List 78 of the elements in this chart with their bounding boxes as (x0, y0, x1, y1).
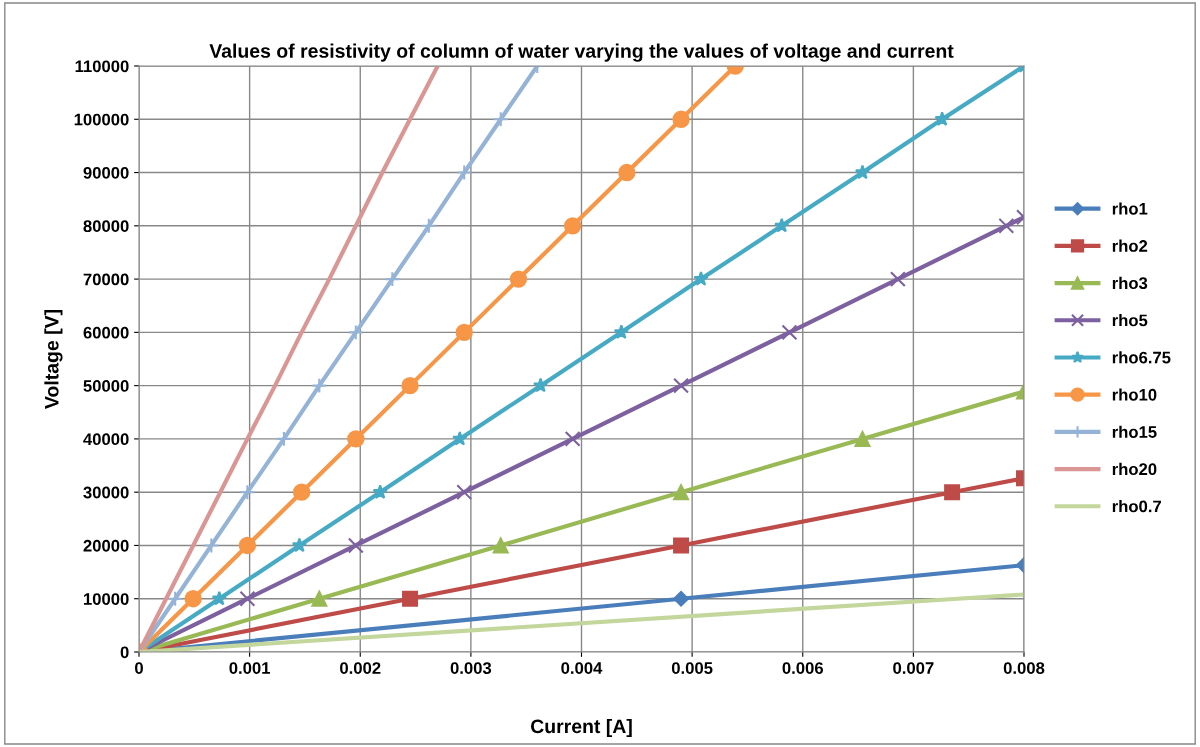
y-tick-label: 100000 (74, 113, 129, 126)
point (563, 217, 582, 235)
point (311, 377, 328, 394)
point (854, 164, 871, 180)
point (693, 271, 709, 286)
point (456, 164, 473, 181)
point (275, 430, 292, 447)
point (291, 537, 308, 553)
chart-title: Values of resistivity of column of water varying the values of voltage and current (209, 43, 954, 62)
point (673, 377, 690, 394)
y-tick-label: 70000 (83, 273, 129, 286)
point (203, 537, 220, 554)
y-tick-label: 110000 (75, 60, 129, 73)
point (452, 430, 468, 446)
point (167, 590, 184, 607)
point (238, 536, 257, 555)
point (944, 484, 961, 501)
point (211, 590, 227, 606)
y-tick-label: 50000 (83, 380, 129, 392)
legend-label: rho10 (1112, 388, 1157, 401)
point (239, 590, 256, 607)
x-tick-label: 0.008 (1003, 662, 1045, 674)
point (889, 271, 906, 288)
legend-label: rho3 (1112, 276, 1148, 290)
point (672, 110, 690, 128)
y-tick-label: 30000 (83, 486, 129, 499)
point (781, 324, 798, 341)
legend-label: rho15 (1112, 425, 1157, 438)
point (311, 590, 328, 607)
legend-label: rho6.75 (1112, 351, 1171, 364)
point (347, 324, 364, 341)
point (564, 430, 581, 447)
point (854, 430, 871, 447)
point (509, 270, 528, 288)
point (613, 324, 629, 340)
legend-label: rho5 (1112, 314, 1148, 327)
point (456, 484, 473, 501)
point (774, 217, 790, 233)
y-axis-title: Voltage [V] (44, 310, 63, 409)
point (372, 484, 388, 499)
x-tick-label: 0 (135, 662, 143, 674)
point (455, 323, 473, 342)
x-tick-label: 0.001 (229, 662, 271, 674)
point (184, 590, 202, 608)
x-axis-title: Current [A] (530, 718, 632, 738)
x-tick-label: 0.006 (782, 662, 823, 674)
point (402, 590, 419, 607)
legend-label: rho20 (1112, 462, 1157, 476)
point (492, 111, 509, 128)
y-tick-label: 90000 (83, 166, 129, 179)
x-tick-label: 0.004 (561, 662, 603, 674)
point (420, 217, 437, 234)
point (492, 537, 509, 554)
y-tick-label: 20000 (83, 539, 129, 552)
y-tick-label: 40000 (83, 433, 129, 446)
y-tick-label: 0 (120, 646, 129, 659)
y-tick-label: 60000 (83, 326, 129, 339)
point (347, 430, 365, 448)
legend-label: rho2 (1112, 239, 1148, 252)
x-tick-label: 0.005 (671, 662, 713, 674)
point (292, 483, 311, 501)
point (347, 537, 364, 554)
x-tick-label: 0.003 (450, 662, 492, 674)
point (673, 537, 690, 554)
point (239, 484, 256, 501)
point (998, 217, 1015, 234)
y-tick-label: 10000 (83, 593, 129, 605)
point (384, 271, 401, 288)
x-tick-label: 0.002 (340, 662, 381, 674)
legend-label: rho1 (1112, 202, 1148, 215)
legend-label: rho0.7 (1112, 500, 1161, 513)
point (934, 111, 950, 126)
y-tick-label: 80000 (83, 220, 129, 233)
x-tick-label: 0.007 (893, 662, 934, 674)
point (401, 376, 419, 395)
point (532, 377, 549, 393)
point (673, 484, 690, 501)
point (618, 163, 636, 182)
